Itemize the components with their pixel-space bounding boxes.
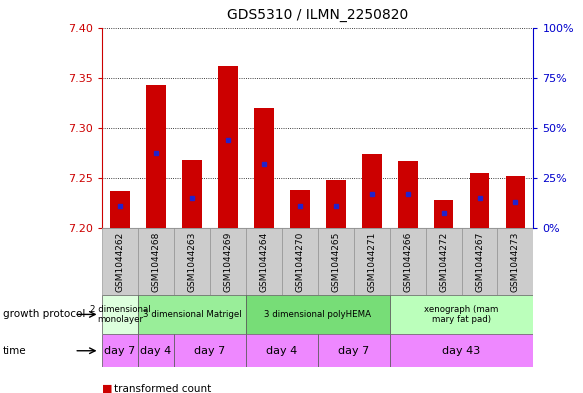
Bar bbox=[290, 190, 310, 228]
FancyBboxPatch shape bbox=[102, 228, 138, 295]
Text: GSM1044268: GSM1044268 bbox=[152, 231, 160, 292]
FancyBboxPatch shape bbox=[318, 228, 354, 295]
FancyBboxPatch shape bbox=[389, 295, 533, 334]
FancyBboxPatch shape bbox=[174, 334, 246, 367]
FancyBboxPatch shape bbox=[318, 334, 389, 367]
Text: xenograph (mam
mary fat pad): xenograph (mam mary fat pad) bbox=[424, 305, 498, 324]
Text: GSM1044270: GSM1044270 bbox=[295, 231, 304, 292]
Bar bbox=[434, 200, 454, 228]
Text: GSM1044264: GSM1044264 bbox=[259, 231, 268, 292]
Bar bbox=[326, 180, 346, 228]
FancyBboxPatch shape bbox=[354, 228, 389, 295]
Bar bbox=[505, 176, 525, 228]
FancyBboxPatch shape bbox=[102, 334, 138, 367]
Bar bbox=[110, 191, 130, 228]
Text: ■: ■ bbox=[102, 384, 113, 393]
Text: GSM1044266: GSM1044266 bbox=[403, 231, 412, 292]
FancyBboxPatch shape bbox=[246, 334, 318, 367]
Text: growth protocol: growth protocol bbox=[3, 309, 85, 320]
Text: GSM1044271: GSM1044271 bbox=[367, 231, 376, 292]
Bar bbox=[254, 108, 273, 228]
Bar bbox=[470, 173, 489, 228]
Text: 3 dimensional polyHEMA: 3 dimensional polyHEMA bbox=[264, 310, 371, 319]
Bar bbox=[182, 160, 202, 228]
Bar bbox=[218, 66, 238, 228]
Title: GDS5310 / ILMN_2250820: GDS5310 / ILMN_2250820 bbox=[227, 8, 408, 22]
FancyBboxPatch shape bbox=[138, 228, 174, 295]
Text: 2 dimensional
monolayer: 2 dimensional monolayer bbox=[90, 305, 150, 324]
FancyBboxPatch shape bbox=[102, 295, 138, 334]
FancyBboxPatch shape bbox=[210, 228, 246, 295]
FancyBboxPatch shape bbox=[138, 295, 246, 334]
Bar bbox=[146, 84, 166, 228]
Text: 3 dimensional Matrigel: 3 dimensional Matrigel bbox=[143, 310, 241, 319]
Text: GSM1044263: GSM1044263 bbox=[187, 231, 196, 292]
Text: transformed count: transformed count bbox=[114, 384, 211, 393]
Text: day 43: day 43 bbox=[442, 346, 480, 356]
FancyBboxPatch shape bbox=[282, 228, 318, 295]
Text: day 7: day 7 bbox=[104, 346, 136, 356]
FancyBboxPatch shape bbox=[174, 228, 210, 295]
Text: day 4: day 4 bbox=[266, 346, 297, 356]
Text: day 7: day 7 bbox=[194, 346, 226, 356]
Text: GSM1044267: GSM1044267 bbox=[475, 231, 484, 292]
Text: GSM1044269: GSM1044269 bbox=[223, 231, 233, 292]
FancyBboxPatch shape bbox=[497, 228, 533, 295]
Text: GSM1044262: GSM1044262 bbox=[115, 231, 125, 292]
Text: time: time bbox=[3, 346, 27, 356]
Text: GSM1044273: GSM1044273 bbox=[511, 231, 520, 292]
FancyBboxPatch shape bbox=[389, 334, 533, 367]
FancyBboxPatch shape bbox=[138, 334, 174, 367]
FancyBboxPatch shape bbox=[426, 228, 462, 295]
Text: day 7: day 7 bbox=[338, 346, 369, 356]
Text: GSM1044272: GSM1044272 bbox=[439, 231, 448, 292]
FancyBboxPatch shape bbox=[389, 228, 426, 295]
Bar bbox=[398, 161, 417, 228]
Text: GSM1044265: GSM1044265 bbox=[331, 231, 340, 292]
Text: day 4: day 4 bbox=[141, 346, 171, 356]
FancyBboxPatch shape bbox=[246, 228, 282, 295]
Bar bbox=[362, 154, 381, 228]
FancyBboxPatch shape bbox=[246, 295, 389, 334]
FancyBboxPatch shape bbox=[462, 228, 497, 295]
